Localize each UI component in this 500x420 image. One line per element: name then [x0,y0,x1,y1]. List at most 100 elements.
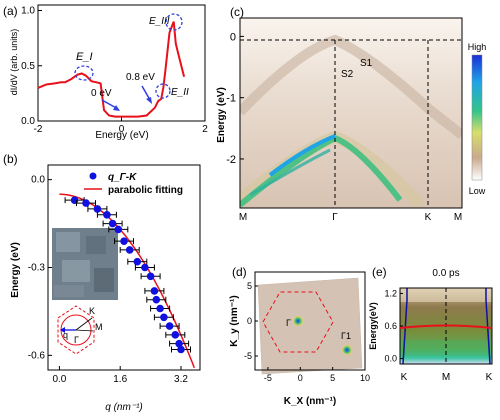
band-label-s1: S1 [360,58,373,69]
d-ytick-label: 0 [247,316,252,326]
c-ytick-label: -1 [226,93,236,105]
data-point [108,219,117,228]
e-ytick-label: 0.6 [384,321,397,331]
panel-label-a: (a) [3,4,18,18]
stm-image [52,228,118,300]
label-08ev: 0.8 eV [126,72,155,83]
b-ytick-label: -0.6 [28,350,46,361]
c-ytick-label: -2 [226,154,236,166]
data-point [175,339,183,348]
c-ytick-label: 0 [230,31,236,43]
data-point [150,287,159,295]
data-points [64,196,191,354]
inset-label-q: q [63,330,68,340]
data-point [141,263,149,272]
panel-a-ticks: -2 0 2 0.0 0.5 1.0 [21,6,208,135]
e1-circle [74,65,94,81]
e-ytick-label: 0.0 [384,354,397,364]
arrow-08ev-head [146,97,152,104]
panel-c-ticks: 0 -1 -2 [226,31,244,166]
e-xtick-m: M [442,372,450,383]
legend-dot-marker [89,172,97,180]
panel-c-frame [239,17,463,209]
panel-e-red-line [399,324,493,329]
inset-label-gamma: Γ [74,335,79,345]
c-xtick-gamma: Γ [332,212,338,223]
panel-a-xlabel: Energy (eV) [95,130,148,141]
bz-inset: K M Γ q [57,305,103,355]
a-xtick-label: 0 [119,124,125,135]
panel-d-ticks: -5 0 5 10 5 0 -5 [244,281,370,383]
panel-d: Γ Γ1 -5 0 5 10 5 0 -5 K_X (nm⁻¹) K_y (nm⁻¹) [229,271,370,407]
colorbar-low: Low [469,186,486,196]
panel-d-xlabel: K_X (nm⁻¹) [284,396,337,407]
label-e3: E_III [149,16,170,27]
a-ytick-label: 0.0 [21,116,35,127]
panel-b-ticks: 0.0 1.6 3.2 0.0 -0.3 -0.6 [28,175,189,385]
data-point [152,295,161,304]
e2-circle [155,83,171,99]
d-xtick-label: 5 [330,373,335,383]
e-ytick-label: 1.2 [384,288,397,298]
c-xtick-k: K [425,212,432,223]
gamma1-spot [341,344,353,356]
panel-b-ylabel: Energy (eV) [10,242,21,298]
d-label-gamma1: Γ1 [341,331,351,341]
inset-label-m: M [95,322,103,332]
data-point [120,237,128,245]
panel-e-ylabel: Energy(eV) [368,302,378,350]
a-xtick-label: -2 [34,124,43,135]
a-ytick-label: 1.0 [21,6,35,17]
panel-label-e: (e) [372,265,387,279]
data-point [93,205,102,213]
data-point [114,225,123,234]
a-xtick-label: 2 [202,124,208,135]
data-point [82,199,90,207]
panel-a: -2 0 2 0.0 0.5 1.0 Energy (eV) dI/dV (arb. un… [9,4,208,141]
panel-e: 1.2 0.6 0.0 0.0 ps K M K Energy(eV) [368,268,493,383]
band-label-s2: S2 [341,69,354,80]
panel-d-hexagon [262,291,334,353]
data-point [125,246,134,254]
d-xtick-label: 0 [298,373,303,383]
panel-c-ylabel: Energy (eV) [216,87,227,143]
gamma-spot [292,315,304,327]
panel-a-ylabel: dI/dV (arb. units) [9,29,19,96]
inset-label-k: K [89,306,95,316]
panel-e-title: 0.0 ps [432,268,459,279]
panel-a-curve [37,21,186,118]
panel-d-ylabel: K_y (nm⁻¹) [229,295,240,346]
arrow-0ev-head [113,105,120,111]
b-xtick-label: 0.0 [52,374,66,385]
label-e2: E_II [171,87,189,98]
b-ytick-label: -0.3 [28,263,46,274]
panel-b-xlabel: q (nm⁻¹) [105,402,143,413]
data-point [146,272,155,281]
label-e1: E_I [76,51,93,63]
data-point [103,210,111,219]
d-xtick-label: -5 [264,373,272,383]
e-xtick-k2: K [486,372,493,383]
colorbar [471,54,483,181]
data-point [171,331,180,339]
colorbar-high: High [468,42,487,52]
d-ytick-label: -5 [244,351,252,361]
data-point [165,322,174,330]
b-xtick-label: 1.6 [113,374,127,385]
data-point [156,304,164,313]
e3-circle [165,13,183,31]
d-label-gamma: Γ [286,318,291,328]
data-point [133,257,142,266]
d-xtick-label: 10 [360,373,370,383]
e-xtick-k1: K [401,372,408,383]
c-xtick-m1: M [239,212,247,223]
data-point [177,345,185,354]
d-ytick-label: 5 [247,281,252,291]
a-ytick-label: 0.5 [21,61,35,72]
legend-fit: parabolic fitting [108,185,183,196]
panel-b: 0.0 1.6 3.2 0.0 -0.3 -0.6 q_Γ-K parabolic fit… [10,164,201,413]
panel-label-c: (c) [230,5,244,19]
panel-d-map [257,277,363,375]
label-0ev: 0 eV [91,88,112,99]
